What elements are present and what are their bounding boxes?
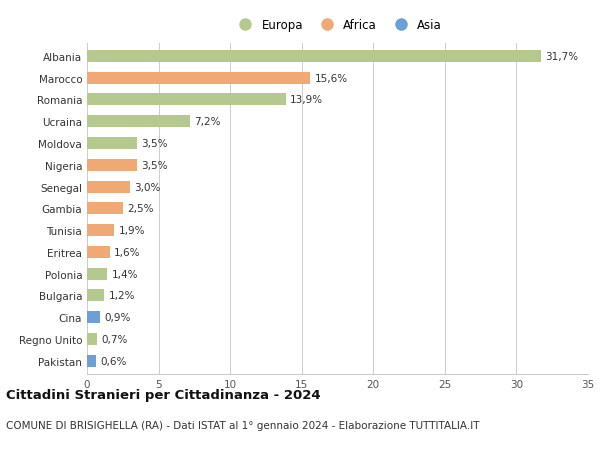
Bar xyxy=(87,246,110,258)
Text: 7,2%: 7,2% xyxy=(194,117,221,127)
Text: 2,5%: 2,5% xyxy=(127,204,154,214)
Text: 1,6%: 1,6% xyxy=(114,247,140,257)
Bar xyxy=(87,224,114,236)
Bar xyxy=(87,268,107,280)
Text: 0,9%: 0,9% xyxy=(104,313,131,323)
Text: 0,6%: 0,6% xyxy=(100,356,126,366)
Bar xyxy=(87,181,130,193)
Text: 1,9%: 1,9% xyxy=(118,225,145,235)
Text: 1,4%: 1,4% xyxy=(112,269,138,279)
Bar xyxy=(87,50,541,62)
Bar xyxy=(87,73,310,84)
Bar xyxy=(87,203,123,215)
Bar xyxy=(87,312,100,324)
Text: COMUNE DI BRISIGHELLA (RA) - Dati ISTAT al 1° gennaio 2024 - Elaborazione TUTTIT: COMUNE DI BRISIGHELLA (RA) - Dati ISTAT … xyxy=(6,420,479,430)
Legend: Europa, Africa, Asia: Europa, Africa, Asia xyxy=(231,17,444,34)
Bar xyxy=(87,94,286,106)
Text: 3,0%: 3,0% xyxy=(134,182,161,192)
Text: 13,9%: 13,9% xyxy=(290,95,323,105)
Bar xyxy=(87,138,137,150)
Text: Cittadini Stranieri per Cittadinanza - 2024: Cittadini Stranieri per Cittadinanza - 2… xyxy=(6,388,320,401)
Text: 3,5%: 3,5% xyxy=(142,139,168,149)
Bar xyxy=(87,116,190,128)
Text: 15,6%: 15,6% xyxy=(314,73,348,84)
Bar xyxy=(87,355,95,367)
Text: 31,7%: 31,7% xyxy=(545,52,578,62)
Text: 0,7%: 0,7% xyxy=(101,334,128,344)
Text: 3,5%: 3,5% xyxy=(142,160,168,170)
Text: 1,2%: 1,2% xyxy=(109,291,135,301)
Bar xyxy=(87,333,97,345)
Bar xyxy=(87,290,104,302)
Bar xyxy=(87,159,137,171)
